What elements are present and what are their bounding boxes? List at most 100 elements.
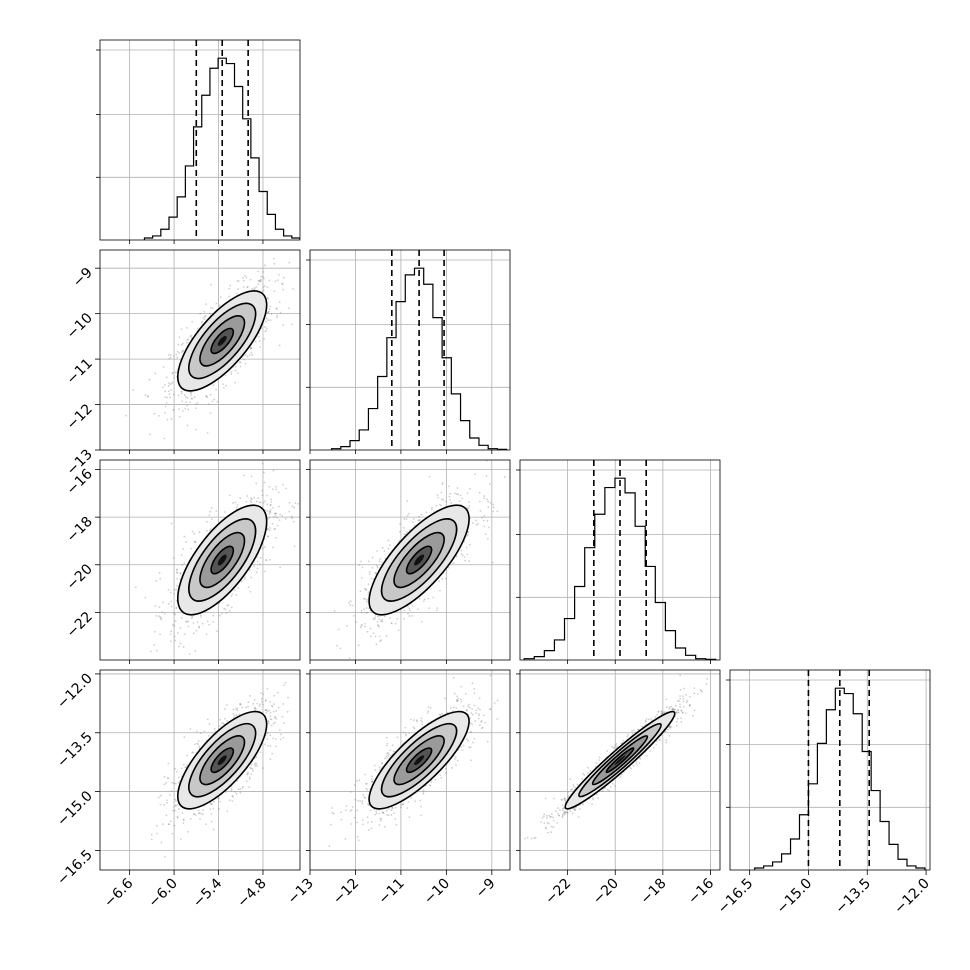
scatter-point [360, 609, 363, 612]
scatter-point [276, 691, 279, 694]
scatter-point [479, 510, 482, 512]
scatter-point [267, 722, 270, 725]
scatter-point [144, 394, 147, 397]
scatter-point [230, 606, 233, 609]
scatter-point [378, 560, 381, 563]
scatter-point [259, 346, 262, 348]
scatter-point [211, 307, 214, 310]
scatter-point [163, 803, 166, 806]
scatter-point [272, 516, 275, 519]
scatter-point [346, 624, 348, 627]
scatter-point [183, 818, 185, 821]
scatter-point [269, 734, 272, 737]
scatter-point [457, 697, 460, 700]
scatter-point [180, 616, 183, 619]
scatter-point [430, 781, 433, 783]
scatter-point [293, 506, 295, 509]
scatter-point [419, 799, 422, 802]
scatter-point [381, 620, 384, 623]
scatter-point [439, 774, 442, 777]
scatter-point [262, 286, 265, 288]
scatter-point [431, 506, 433, 509]
scatter-point [268, 517, 271, 519]
scatter-point [266, 535, 269, 538]
scatter-point [189, 727, 192, 730]
scatter-point [478, 491, 481, 494]
scatter-point [284, 518, 287, 520]
scatter-point [249, 590, 252, 593]
scatter-point [158, 796, 160, 799]
scatter-point [282, 288, 285, 291]
scatter-point [275, 738, 277, 740]
scatter-point [209, 412, 212, 414]
scatter-point [390, 814, 393, 816]
scatter-point [287, 307, 290, 310]
contour-line [368, 504, 470, 616]
scatter-point [270, 718, 273, 721]
scatter-point [167, 385, 170, 387]
scatter-point [186, 424, 189, 427]
scatter-point [216, 400, 219, 403]
scatter-point [442, 499, 445, 501]
scatter-point [266, 494, 268, 497]
scatter-point [278, 344, 281, 347]
scatter-point [210, 803, 213, 806]
scatter-point [277, 706, 280, 709]
scatter-point [449, 492, 451, 495]
scatter-point [225, 384, 227, 387]
scatter-point [406, 531, 408, 533]
scatter-point [471, 682, 474, 685]
scatter-point [474, 473, 477, 476]
scatter-point [261, 489, 264, 492]
scatter-point [176, 569, 179, 571]
scatter-point [190, 334, 193, 337]
scatter-point [239, 365, 242, 368]
scatter-point [263, 277, 265, 280]
scatter-point [249, 694, 252, 697]
scatter-point [269, 508, 272, 511]
scatter-point [353, 614, 355, 617]
scatter-point [158, 615, 160, 618]
scatter-point [269, 718, 272, 721]
scatter-point [213, 398, 216, 401]
scatter-point [269, 511, 272, 514]
scatter-point [247, 772, 249, 775]
scatter-point [205, 520, 208, 523]
scatter-point [265, 329, 268, 332]
contour-line [199, 315, 246, 367]
scatter-point [187, 625, 190, 628]
scatter-point [182, 646, 185, 648]
scatter-point [181, 409, 184, 412]
scatter-point [467, 501, 470, 504]
scatter-point [274, 280, 277, 283]
scatter-point [259, 279, 262, 282]
scatter-point [239, 497, 242, 499]
scatter-point [440, 491, 443, 494]
scatter-point [249, 766, 252, 769]
scatter-point [263, 285, 266, 288]
scatter-point [378, 625, 380, 628]
scatter-point [408, 615, 411, 617]
scatter-point [467, 705, 469, 708]
scatter-point [276, 316, 278, 319]
scatter-point [218, 614, 221, 617]
scatter-point [364, 597, 366, 600]
scatter-point [189, 335, 192, 338]
scatter-point [165, 376, 168, 379]
scatter-point [262, 703, 264, 706]
scatter-point [418, 519, 421, 522]
scatter-point [259, 501, 262, 504]
scatter-point [267, 310, 270, 313]
scatter-point [193, 813, 196, 815]
scatter-point [148, 378, 151, 381]
scatter-point [264, 326, 266, 328]
scatter-point [176, 577, 179, 580]
scatter-point [200, 321, 203, 324]
scatter-point [360, 577, 363, 579]
scatter-point [226, 720, 229, 723]
scatter-point [226, 810, 229, 813]
scatter-point [203, 318, 206, 321]
scatter-point [420, 814, 423, 817]
scatter-point [264, 709, 267, 712]
scatter-point [363, 597, 365, 600]
